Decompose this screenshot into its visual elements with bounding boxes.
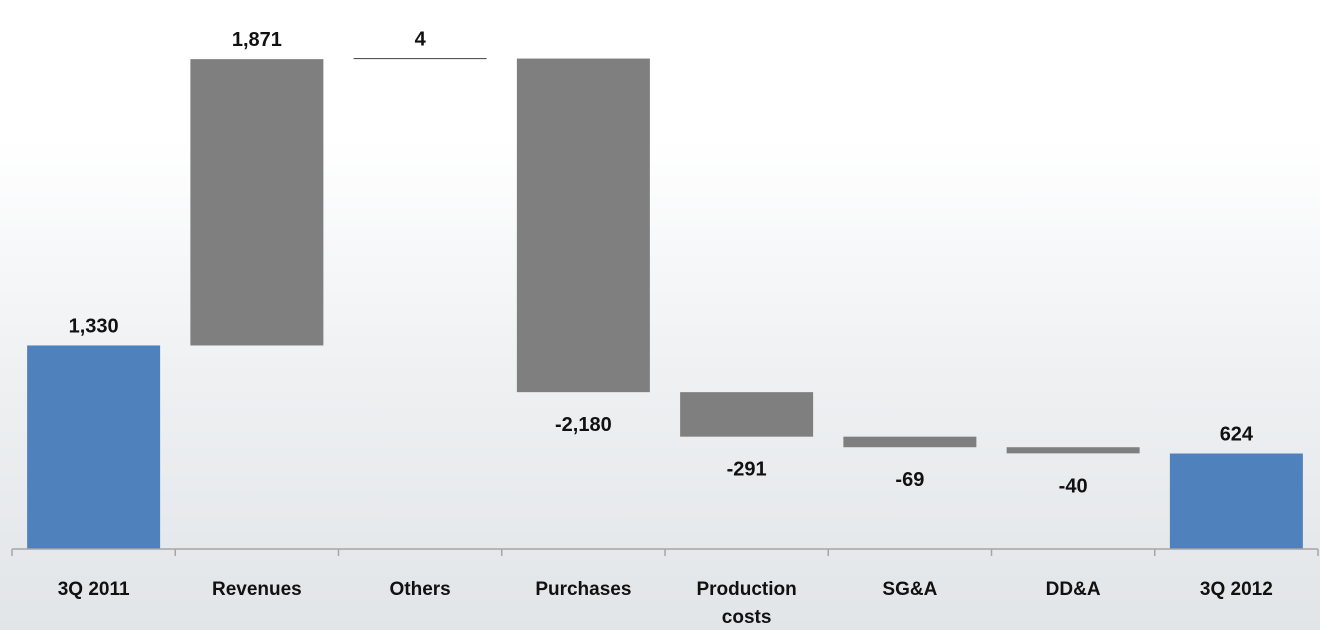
data-label: 1,330 [69, 315, 119, 337]
data-labels-layer: 1,330 1,871 4 -2,180 -291 -69 -40 624 [69, 29, 1254, 498]
bar-3q-2011 [27, 345, 161, 549]
bar-purchases [516, 58, 650, 393]
category-labels-layer: 3Q 2011 Revenues Others Purchases Production… [58, 579, 1273, 628]
bar-sg-a [843, 436, 977, 448]
bar-dd-a [1006, 447, 1140, 454]
bar-3q-2012 [1169, 453, 1303, 549]
data-label: 624 [1220, 424, 1254, 446]
data-label: -69 [895, 469, 924, 491]
category-label: DD&A [1046, 579, 1101, 600]
x-axis [11, 548, 1319, 556]
category-label: 3Q 2012 [1200, 579, 1273, 600]
data-label: -291 [727, 459, 767, 481]
data-label: -2,180 [555, 414, 612, 436]
category-label: 3Q 2011 [58, 579, 130, 600]
data-label: 1,871 [232, 29, 282, 51]
category-label: Revenues [212, 579, 302, 600]
category-label: SG&A [882, 579, 937, 600]
data-label: 4 [415, 29, 427, 51]
category-label: costs [722, 607, 772, 628]
data-label: -40 [1059, 475, 1088, 497]
category-label: Purchases [535, 579, 631, 600]
bars-layer [27, 57, 1303, 549]
bar-revenues [190, 59, 324, 346]
category-label: Others [390, 579, 451, 600]
bar-production-costs [680, 392, 814, 437]
category-label: Production [696, 579, 796, 600]
